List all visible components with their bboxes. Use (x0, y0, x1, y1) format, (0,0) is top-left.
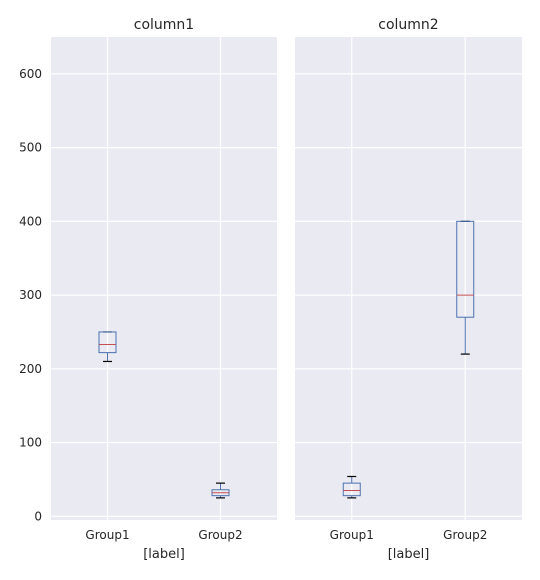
y-tick-label: 500 (19, 141, 42, 155)
boxes-column2 (342, 220, 475, 499)
x-axis-label-column1: [label] (143, 547, 185, 562)
box-group2 (456, 220, 475, 355)
grid-column2 (295, 37, 522, 520)
x-tick-label: Group2 (443, 528, 487, 542)
y-tick-label: 600 (19, 67, 42, 81)
box-iqr (456, 220, 475, 318)
x-tick-labels-column1: Group1 Group2 (85, 528, 242, 542)
boxes-column1 (98, 331, 230, 499)
panel-title-column2: column2 (378, 17, 438, 33)
x-axis-label-column2: [label] (388, 547, 430, 562)
y-tick-label: 100 (19, 436, 42, 450)
box-group2 (211, 482, 230, 499)
y-tick-label: 0 (34, 509, 42, 523)
box-group1 (98, 331, 117, 363)
grid-column1 (51, 37, 277, 520)
box-iqr (98, 331, 117, 354)
x-tick-label: Group1 (85, 528, 129, 542)
y-tick-labels: 0 100 200 300 400 500 600 (19, 67, 42, 523)
panel-column1: Group1 Group2 column1 [label] (51, 17, 277, 562)
x-tick-label: Group2 (198, 528, 242, 542)
x-tick-labels-column2: Group1 Group2 (330, 528, 488, 542)
panel-title-column1: column1 (134, 17, 194, 33)
plot-area-column2 (295, 37, 522, 520)
x-tick-label: Group1 (330, 528, 374, 542)
y-tick-label: 300 (19, 288, 42, 302)
y-tick-label: 400 (19, 214, 42, 228)
panel-column2: Group1 Group2 column2 [label] (295, 17, 522, 562)
plot-area-column1 (51, 37, 277, 520)
box-iqr (342, 482, 361, 497)
box-group1 (342, 475, 361, 499)
y-tick-label: 200 (19, 362, 42, 376)
